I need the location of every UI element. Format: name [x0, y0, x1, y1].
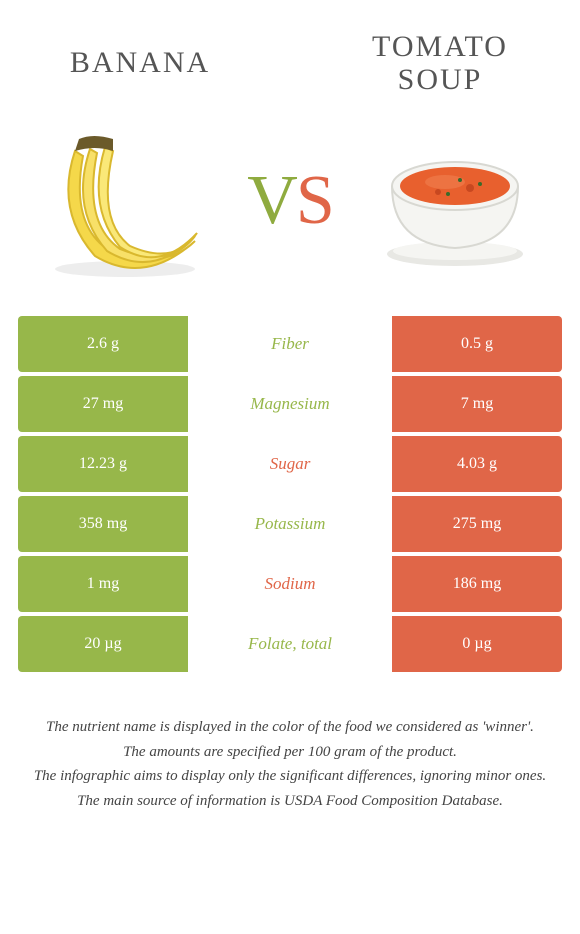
- nutrient-label: Magnesium: [188, 376, 392, 432]
- footer-notes: The nutrient name is displayed in the co…: [0, 676, 580, 812]
- left-food-title: BANANA: [40, 46, 240, 80]
- right-value: 275 mg: [392, 496, 562, 552]
- images-row: VS: [0, 106, 580, 306]
- right-food-image: [360, 116, 550, 286]
- left-value: 2.6 g: [18, 316, 188, 372]
- nutrient-label: Fiber: [188, 316, 392, 372]
- footer-line: The infographic aims to display only the…: [20, 765, 560, 788]
- left-value: 1 mg: [18, 556, 188, 612]
- right-value: 4.03 g: [392, 436, 562, 492]
- footer-line: The amounts are specified per 100 gram o…: [20, 741, 560, 764]
- table-row: 27 mgMagnesium7 mg: [18, 376, 562, 432]
- soup-bowl-icon: [370, 126, 540, 276]
- banana-icon: [35, 121, 215, 281]
- right-value: 0.5 g: [392, 316, 562, 372]
- table-row: 2.6 gFiber0.5 g: [18, 316, 562, 372]
- header: BANANA TOMATOSOUP: [0, 0, 580, 106]
- nutrient-label: Sugar: [188, 436, 392, 492]
- right-value: 186 mg: [392, 556, 562, 612]
- nutrient-label: Potassium: [188, 496, 392, 552]
- left-value: 27 mg: [18, 376, 188, 432]
- left-value: 358 mg: [18, 496, 188, 552]
- left-value: 12.23 g: [18, 436, 188, 492]
- right-food-title: TOMATOSOUP: [340, 30, 540, 96]
- nutrient-label: Folate, total: [188, 616, 392, 672]
- table-row: 1 mgSodium186 mg: [18, 556, 562, 612]
- table-row: 12.23 gSugar4.03 g: [18, 436, 562, 492]
- footer-line: The main source of information is USDA F…: [20, 790, 560, 813]
- comparison-table: 2.6 gFiber0.5 g27 mgMagnesium7 mg12.23 g…: [18, 316, 562, 672]
- right-value: 7 mg: [392, 376, 562, 432]
- vs-label: VS: [247, 161, 333, 241]
- left-value: 20 µg: [18, 616, 188, 672]
- nutrient-label: Sodium: [188, 556, 392, 612]
- table-row: 358 mgPotassium275 mg: [18, 496, 562, 552]
- right-value: 0 µg: [392, 616, 562, 672]
- left-food-image: [30, 116, 220, 286]
- footer-line: The nutrient name is displayed in the co…: [20, 716, 560, 739]
- table-row: 20 µgFolate, total0 µg: [18, 616, 562, 672]
